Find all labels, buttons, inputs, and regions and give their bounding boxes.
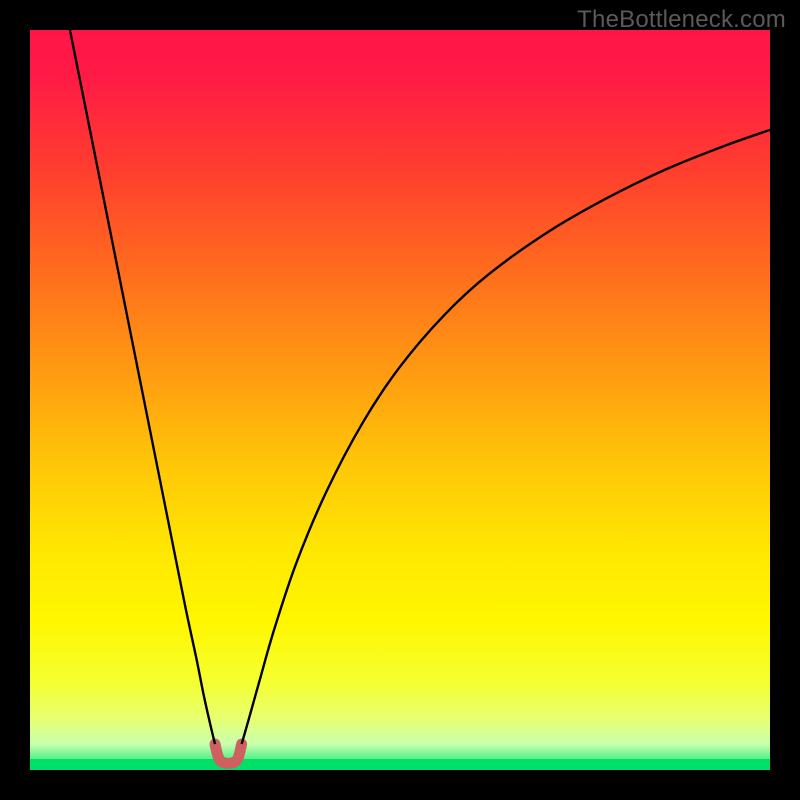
- attribution-watermark: TheBottleneck.com: [577, 6, 786, 34]
- curve-left-branch: [70, 30, 215, 744]
- plot-area: [30, 30, 770, 770]
- curve-right-branch: [242, 130, 770, 744]
- chart-canvas: TheBottleneck.com: [0, 0, 800, 800]
- bottleneck-dip-marker: [215, 744, 242, 763]
- curve-layer: [30, 30, 770, 770]
